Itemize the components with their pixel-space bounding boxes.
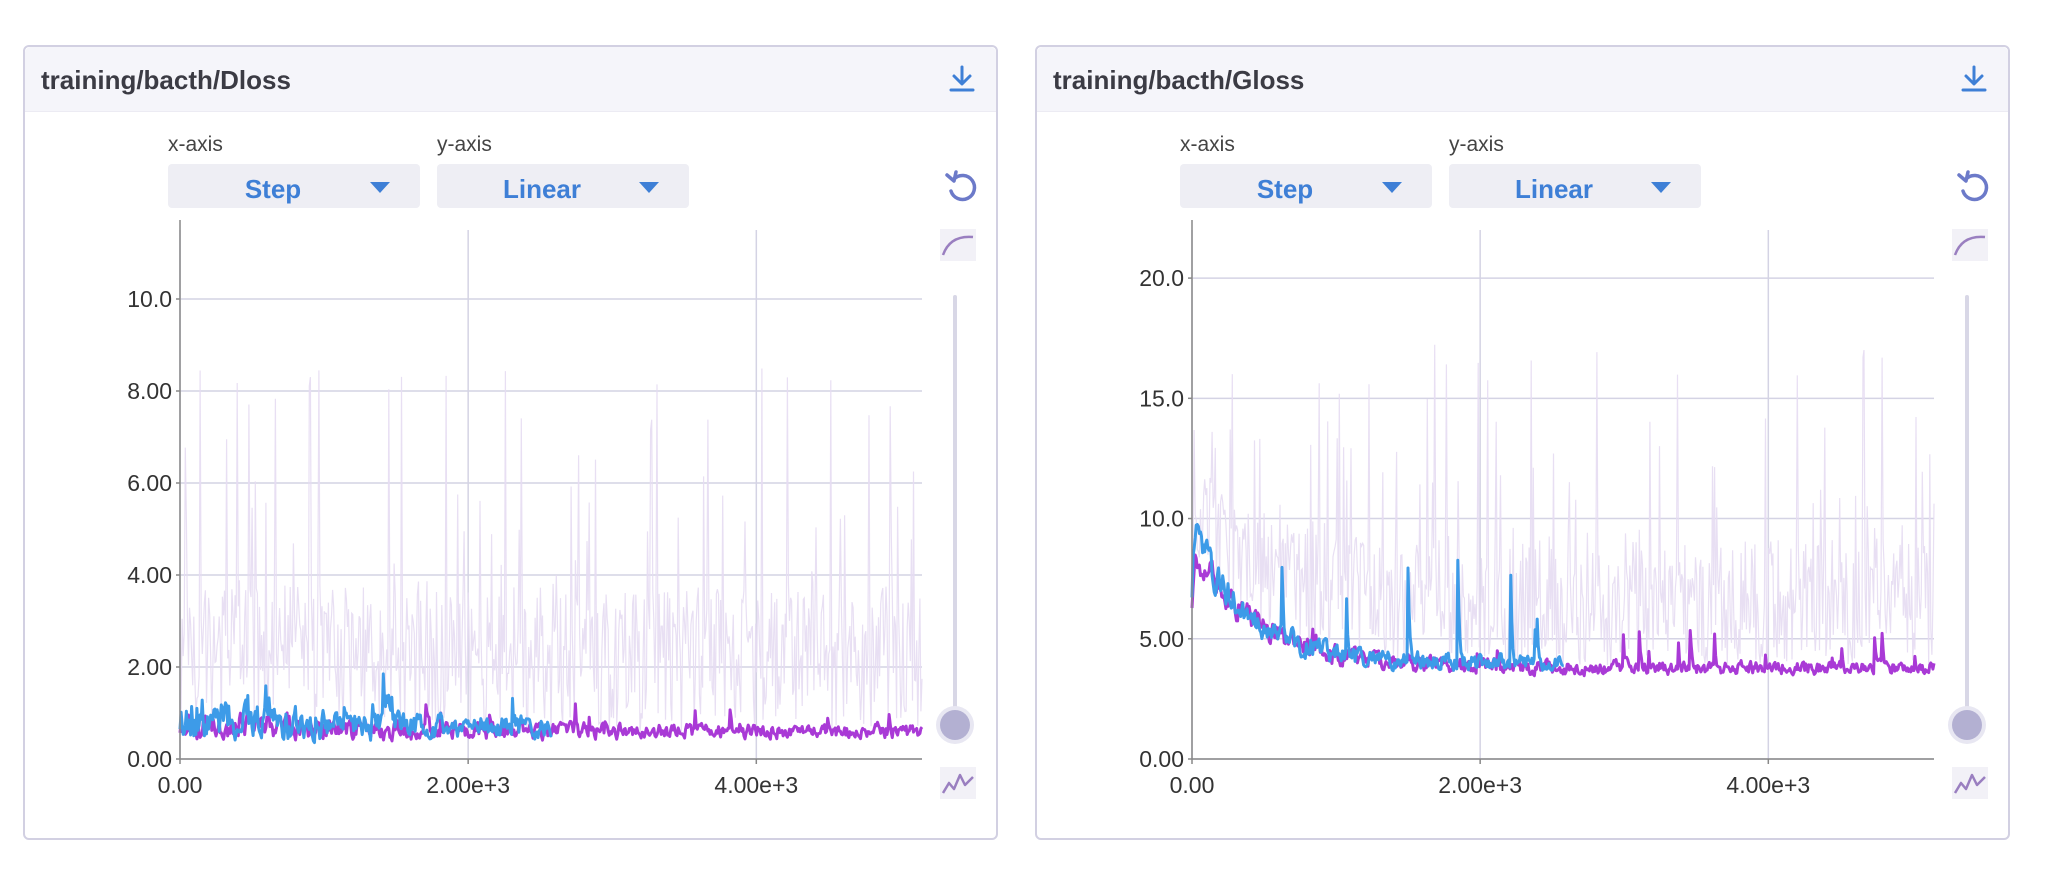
smoothing-slider-thumb[interactable] [940,710,970,740]
noisy-curve-icon [1952,767,1988,799]
x-tick-label: 2.00e+3 [426,772,510,798]
download-icon[interactable] [944,61,980,97]
y-tick-label: 10.0 [127,286,172,312]
y-tick-label: 6.00 [127,470,172,496]
y-tick-label: 15.0 [1139,385,1184,411]
x-tick-label: 4.00e+3 [714,772,798,798]
y-tick-label: 0.00 [127,746,172,772]
smoothing-slider-track[interactable] [953,295,957,723]
x-tick-label: 2.00e+3 [1438,772,1522,798]
xaxis-dropdown-value: Step [244,174,302,204]
card-header: training/bacth/Gloss [1037,47,2008,112]
x-tick-label: 0.00 [158,772,203,798]
reset-zoom-icon[interactable] [1954,167,1994,207]
smooth-curve-icon [1952,229,1988,261]
reset-zoom-icon[interactable] [942,167,982,207]
chevron-down-icon [1382,182,1402,193]
dloss-chart[interactable]: 0.00 2.00 4.00 6.00 8.00 10.0 0.00 2.00e+3 4.00e… [25,47,1000,842]
xaxis-dropdown-value: Step [1256,174,1314,204]
yaxis-label: y-axis [437,133,492,156]
gloss-chart[interactable]: 0.00 5.00 10.0 15.0 20.0 0.00 2.00e+3 4.00e+3 [1037,47,2012,842]
y-tick-label: 20.0 [1139,265,1184,291]
chart-card-gloss: training/bacth/Gloss x-axis y-axis Step … [1035,45,2010,840]
x-tick-label: 4.00e+3 [1726,772,1810,798]
chart-card-dloss: training/bacth/Dloss x-axis y-axis Step … [23,45,998,840]
xaxis-label: x-axis [1180,133,1235,156]
series-line-purple [1190,553,1936,678]
y-tick-label: 4.00 [127,562,172,588]
raw-series-shadow [1191,344,1935,671]
smooth-curve-icon [940,229,976,261]
xaxis-dropdown[interactable]: Step [168,164,420,208]
card-title: training/bacth/Gloss [1053,65,1305,95]
smoothing-slider-thumb[interactable] [1952,710,1982,740]
chevron-down-icon [370,182,390,193]
chevron-down-icon [1651,182,1671,193]
series-line-blue [178,672,553,745]
chevron-down-icon [639,182,659,193]
y-tick-label: 8.00 [127,378,172,404]
smoothing-slider-track[interactable] [1965,295,1969,723]
series-line-blue [1190,523,1565,673]
yaxis-dropdown-value: Linear [502,174,582,204]
yaxis-dropdown[interactable]: Linear [1449,164,1701,208]
y-tick-label: 2.00 [127,654,172,680]
y-tick-label: 10.0 [1139,506,1184,532]
yaxis-label: y-axis [1449,133,1504,156]
y-tick-label: 0.00 [1139,746,1184,772]
card-title: training/bacth/Dloss [41,65,291,95]
xaxis-label: x-axis [168,133,223,156]
raw-series-shadow [179,368,923,736]
y-tick-label: 5.00 [1139,626,1184,652]
x-tick-label: 0.00 [1170,772,1215,798]
card-header: training/bacth/Dloss [25,47,996,112]
download-icon[interactable] [1956,61,1992,97]
xaxis-dropdown[interactable]: Step [1180,164,1432,208]
noisy-curve-icon [940,767,976,799]
yaxis-dropdown[interactable]: Linear [437,164,689,208]
yaxis-dropdown-value: Linear [1514,174,1594,204]
